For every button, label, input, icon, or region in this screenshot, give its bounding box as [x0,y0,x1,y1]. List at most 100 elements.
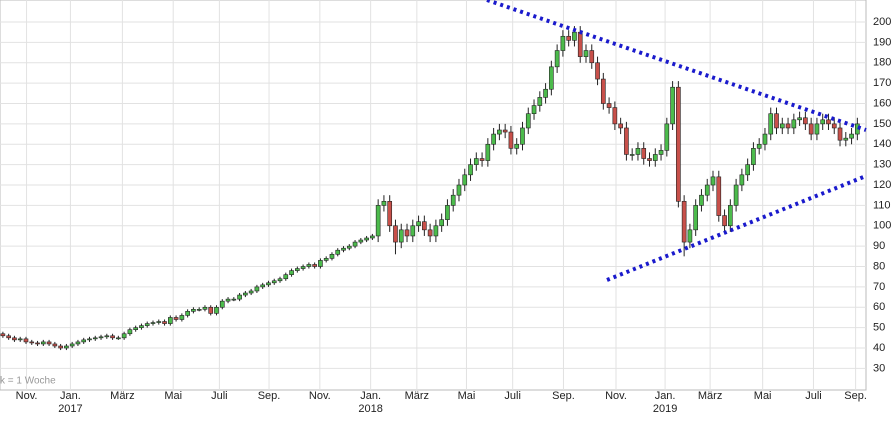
y-tick-label: 180 [873,57,891,69]
candle-body [462,174,468,186]
candle-body [699,194,704,206]
candle-body [831,123,837,129]
candle-body [352,241,358,247]
candle-body [566,35,571,41]
candle-body [295,268,300,271]
y-tick-label: 150 [873,118,891,130]
candle-body [779,123,785,129]
candle-body [329,253,335,259]
candle-body [381,201,387,206]
x-tick-label: Mai [164,390,182,402]
candle-body [364,237,369,241]
candle-body [560,35,566,51]
y-tick-label: 60 [873,301,885,313]
candle-body [375,205,381,237]
x-tick-label: Sep. [552,390,575,402]
candle-body [693,205,699,231]
candle-body [520,127,525,145]
candle-body [508,131,514,149]
candle-body [318,260,323,267]
candle-body [75,341,81,345]
candle-body [739,174,745,186]
candle-body [323,258,329,261]
y-tick-label: 100 [873,220,891,232]
y-tick-label: 110 [873,199,891,211]
year-label: 2019 [653,403,677,415]
candle-body [803,117,808,125]
candle-body [820,119,826,125]
candle-body [670,86,675,125]
x-tick-label: Mai [458,390,476,402]
candle-body [46,341,52,345]
candle-body [422,221,427,231]
y-tick-label: 200 [873,16,891,28]
y-tick-label: 90 [873,240,885,252]
candle-body [289,270,294,275]
x-tick-label: Sep. [844,390,867,402]
candle-body [40,341,46,345]
x-tick-label: Nov. [16,390,38,402]
candle-body [439,219,444,227]
x-tick-label: März [405,390,429,402]
candle-body [762,133,768,145]
candle-body [231,298,237,301]
candle-body [606,103,612,108]
candle-body [843,137,849,141]
candle-body [23,338,29,343]
interval-note: k = 1 Woche [0,376,56,387]
candle-body [283,274,289,280]
candle-body [485,143,491,161]
y-tick-label: 120 [873,179,891,191]
candle-body [410,225,416,237]
candle-body [398,229,404,243]
candle-body [52,343,58,347]
candle-body [150,322,156,324]
candle-body [248,290,254,294]
candle-body [531,105,537,114]
candle-body [600,78,606,104]
candle-body [837,127,843,141]
candle-body [502,129,508,133]
trend-line-lower [606,174,867,282]
candle-body [92,337,98,340]
candle-body [300,266,306,269]
candle-body [370,235,375,239]
candle-body [733,184,739,206]
candle-body [139,325,144,328]
candle-body [589,50,595,64]
candle-body [572,31,577,41]
candle-body [191,309,196,312]
x-tick-label: Sep. [258,390,281,402]
x-tick-label: Nov. [605,390,627,402]
candle-body [687,229,693,243]
x-tick-label: Nov. [309,390,331,402]
candle-body [497,129,502,135]
candle-body [208,306,214,314]
candle-body [479,158,485,161]
candle-body [514,143,520,149]
x-tick-label: Juli [504,390,521,402]
candle-body [127,329,133,335]
candle-body [433,225,439,237]
candle-body [728,205,733,227]
candle-body [167,317,173,324]
candle-body [98,336,104,339]
candle-body [162,321,167,324]
candle-body [676,86,681,202]
y-tick-label: 190 [873,36,891,48]
candle-body [387,201,393,227]
candle-body [341,247,346,251]
candle-body [658,150,664,155]
candle-body [0,333,6,337]
y-tick-label: 140 [873,138,891,150]
candle-body [254,286,260,292]
x-tick-label: März [110,390,134,402]
plot-area [0,0,867,391]
candle-body [612,107,618,125]
candle-body [156,321,162,323]
candle-body [404,229,410,237]
candle-body [179,315,185,320]
x-tick-label: Jan. [655,390,676,402]
candle-body [266,282,271,286]
